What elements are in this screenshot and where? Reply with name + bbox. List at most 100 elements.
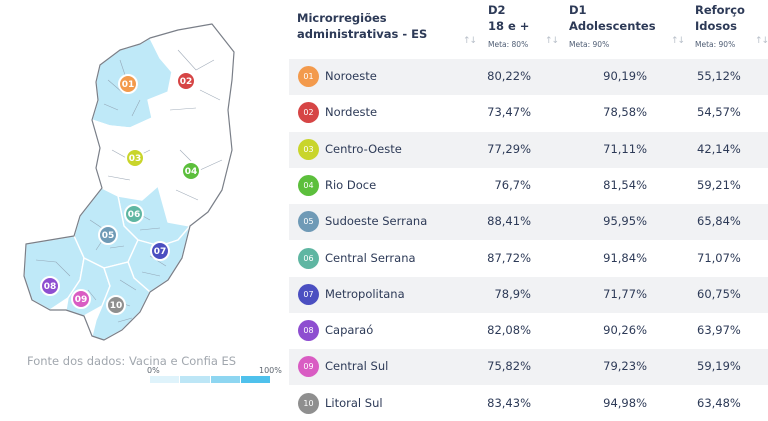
svg-text:09: 09 — [75, 295, 88, 305]
reforco-value: 59,19% — [697, 359, 741, 373]
region-number-badge: 03 — [298, 139, 319, 160]
d1-value: 78,58% — [603, 105, 647, 119]
region-number-badge: 06 — [298, 248, 319, 269]
badge-05[interactable]: 05 — [98, 225, 118, 245]
region-name: Caparaó — [325, 323, 374, 337]
d1-value: 90,26% — [603, 323, 647, 337]
vaccination-table: Microrregiões administrativas - ES ↑↓ D2… — [287, 0, 768, 421]
region-name: Central Serrana — [325, 251, 416, 265]
region-number-badge: 04 — [298, 175, 319, 196]
header-ref-line2: Idosos — [695, 19, 738, 33]
table-row[interactable]: 07 Metropolitana 78,9% 71,77% 60,75% — [289, 277, 768, 313]
table-row[interactable]: 01 Noroeste 80,22% 90,19% 55,12% — [289, 59, 768, 95]
svg-text:01: 01 — [122, 80, 135, 90]
region-name: Sudoeste Serrana — [325, 214, 428, 228]
d1-value: 94,98% — [603, 396, 647, 410]
header-ref-meta: Meta: 90% — [695, 40, 736, 49]
svg-text:10: 10 — [110, 301, 123, 311]
badge-03[interactable]: 03 — [125, 148, 145, 168]
d1-value: 95,95% — [603, 214, 647, 228]
header-region[interactable]: Microrregiões administrativas - ES — [297, 10, 437, 42]
legend-segment — [210, 376, 240, 383]
d2-value: 78,9% — [494, 287, 531, 301]
d1-value: 71,11% — [603, 142, 647, 156]
d2-value: 77,29% — [487, 142, 531, 156]
svg-text:08: 08 — [44, 282, 57, 292]
region-name: Nordeste — [325, 105, 378, 119]
reforco-value: 55,12% — [697, 69, 741, 83]
d1-value: 71,77% — [603, 287, 647, 301]
header-d1-line2: Adolescentes — [569, 19, 656, 33]
table-row[interactable]: 08 Caparaó 82,08% 90,26% 63,97% — [289, 313, 768, 349]
d2-value: 88,41% — [487, 214, 531, 228]
svg-text:04: 04 — [185, 167, 198, 177]
table-header: Microrregiões administrativas - ES ↑↓ D2… — [287, 0, 768, 60]
region-name: Centro-Oeste — [325, 142, 402, 156]
sort-arrows-icon[interactable]: ↑↓ — [671, 36, 685, 46]
reforco-value: 54,57% — [697, 105, 741, 119]
sort-arrows-icon[interactable]: ↑↓ — [463, 36, 477, 46]
legend-max-label: 100% — [259, 366, 282, 375]
header-d2-meta: Meta: 80% — [488, 40, 529, 49]
table-row[interactable]: 06 Central Serrana 87,72% 91,84% 71,07% — [289, 241, 768, 277]
svg-text:05: 05 — [102, 231, 115, 241]
reforco-value: 65,84% — [697, 214, 741, 228]
d1-value: 79,23% — [603, 359, 647, 373]
d1-value: 90,19% — [603, 69, 647, 83]
d2-value: 87,72% — [487, 251, 531, 265]
d2-value: 80,22% — [487, 69, 531, 83]
region-number-badge: 05 — [298, 211, 319, 232]
d2-value: 75,82% — [487, 359, 531, 373]
header-d1[interactable]: D1 Adolescentes — [569, 2, 656, 34]
table-row[interactable]: 02 Nordeste 73,47% 78,58% 54,57% — [289, 95, 768, 131]
color-scale-legend — [150, 376, 270, 383]
d1-value: 91,84% — [603, 251, 647, 265]
table-row[interactable]: 04 Rio Doce 76,7% 81,54% 59,21% — [289, 168, 768, 204]
d2-value: 82,08% — [487, 323, 531, 337]
region-number-badge: 10 — [298, 393, 319, 414]
badge-06[interactable]: 06 — [124, 204, 144, 224]
region-name: Noroeste — [325, 69, 377, 83]
badge-01[interactable]: 01 — [118, 74, 138, 94]
d2-value: 73,47% — [487, 105, 531, 119]
region-name: Litoral Sul — [325, 396, 383, 410]
d1-value: 81,54% — [603, 178, 647, 192]
svg-text:02: 02 — [180, 77, 193, 87]
badge-04[interactable]: 04 — [181, 161, 201, 181]
header-d2[interactable]: D2 18 e + — [488, 2, 529, 34]
badge-09[interactable]: 09 — [71, 289, 91, 309]
legend-segment — [180, 376, 210, 383]
region-name: Central Sul — [325, 359, 389, 373]
table-row[interactable]: 03 Centro-Oeste 77,29% 71,11% 42,14% — [289, 132, 768, 168]
header-d2-line2: 18 e + — [488, 19, 530, 33]
sort-arrows-icon[interactable]: ↑↓ — [755, 36, 768, 46]
svg-text:03: 03 — [129, 154, 142, 164]
state-outline — [23, 23, 235, 341]
table-row[interactable]: 09 Central Sul 75,82% 79,23% 59,19% — [289, 349, 768, 385]
region-name: Rio Doce — [325, 178, 377, 192]
region-name: Metropolitana — [325, 287, 405, 301]
reforco-value: 63,97% — [697, 323, 741, 337]
map-panel: 01 02 03 04 06 05 07 08 — [0, 0, 290, 421]
badge-08[interactable]: 08 — [40, 276, 60, 296]
table-row[interactable]: 05 Sudoeste Serrana 88,41% 95,95% 65,84% — [289, 204, 768, 240]
header-ref-line1: Reforço — [695, 3, 745, 17]
region-number-badge: 02 — [298, 102, 319, 123]
svg-text:06: 06 — [128, 210, 141, 220]
reforco-value: 71,07% — [697, 251, 741, 265]
d2-value: 76,7% — [494, 178, 531, 192]
badge-07[interactable]: 07 — [150, 241, 170, 261]
svg-text:07: 07 — [154, 247, 167, 257]
badge-10[interactable]: 10 — [106, 295, 126, 315]
legend-segment — [240, 376, 270, 383]
header-reforco[interactable]: Reforço Idosos — [695, 2, 745, 34]
sort-arrows-icon[interactable]: ↑↓ — [545, 36, 559, 46]
badge-02[interactable]: 02 — [176, 71, 196, 91]
reforco-value: 42,14% — [697, 142, 741, 156]
table-row[interactable]: 10 Litoral Sul 83,43% 94,98% 63,48% — [289, 386, 768, 421]
header-d1-meta: Meta: 90% — [569, 40, 610, 49]
header-d1-line1: D1 — [569, 3, 587, 17]
region-number-badge: 01 — [298, 66, 319, 87]
region-number-badge: 07 — [298, 284, 319, 305]
reforco-value: 63,48% — [697, 396, 741, 410]
